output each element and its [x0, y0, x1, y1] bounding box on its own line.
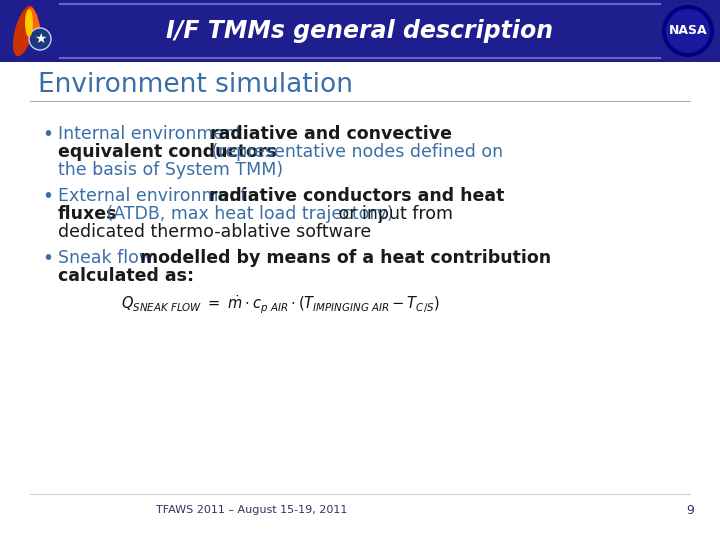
Ellipse shape	[25, 9, 33, 37]
Text: modelled by means of a heat contribution: modelled by means of a heat contribution	[140, 249, 551, 267]
Text: I/F TMMs general description: I/F TMMs general description	[166, 19, 554, 43]
Ellipse shape	[29, 28, 51, 50]
Text: External environment:: External environment:	[58, 187, 258, 205]
Text: TFAWS 2011 – August 15-19, 2011: TFAWS 2011 – August 15-19, 2011	[156, 505, 348, 515]
Text: calculated as:: calculated as:	[58, 267, 194, 285]
Text: Sneak flow:: Sneak flow:	[58, 249, 163, 267]
Text: 9: 9	[686, 503, 694, 516]
Text: radiative and convective: radiative and convective	[210, 125, 452, 143]
Bar	[0, 0, 720, 62]
Text: dedicated thermo-ablative software: dedicated thermo-ablative software	[58, 223, 372, 241]
Text: Internal environment:: Internal environment:	[58, 125, 253, 143]
Text: radiative conductors and heat: radiative conductors and heat	[209, 187, 505, 205]
Ellipse shape	[662, 5, 714, 57]
Ellipse shape	[666, 9, 710, 53]
Ellipse shape	[27, 7, 41, 47]
Text: •: •	[42, 187, 53, 206]
Text: equivalent conductors: equivalent conductors	[58, 143, 277, 161]
Ellipse shape	[13, 6, 35, 56]
Text: Environment simulation: Environment simulation	[38, 72, 353, 98]
Text: fluxes: fluxes	[58, 205, 117, 223]
Text: the basis of System TMM): the basis of System TMM)	[58, 161, 283, 179]
Text: (ATDB, max heat load trajectory): (ATDB, max heat load trajectory)	[101, 205, 394, 223]
Text: ★: ★	[34, 32, 46, 46]
Text: (representative nodes defined on: (representative nodes defined on	[206, 143, 503, 161]
Text: or input from: or input from	[333, 205, 453, 223]
Text: NASA: NASA	[669, 24, 707, 37]
Text: $Q_{SNEAK\ FLOW}\ =\ \dot{m} \cdot c_{p\ AIR} \cdot (T_{IMPINGING\ AIR} - T_{C/S: $Q_{SNEAK\ FLOW}\ =\ \dot{m} \cdot c_{p\…	[120, 294, 439, 316]
Text: •: •	[42, 125, 53, 144]
Text: •: •	[42, 249, 53, 268]
